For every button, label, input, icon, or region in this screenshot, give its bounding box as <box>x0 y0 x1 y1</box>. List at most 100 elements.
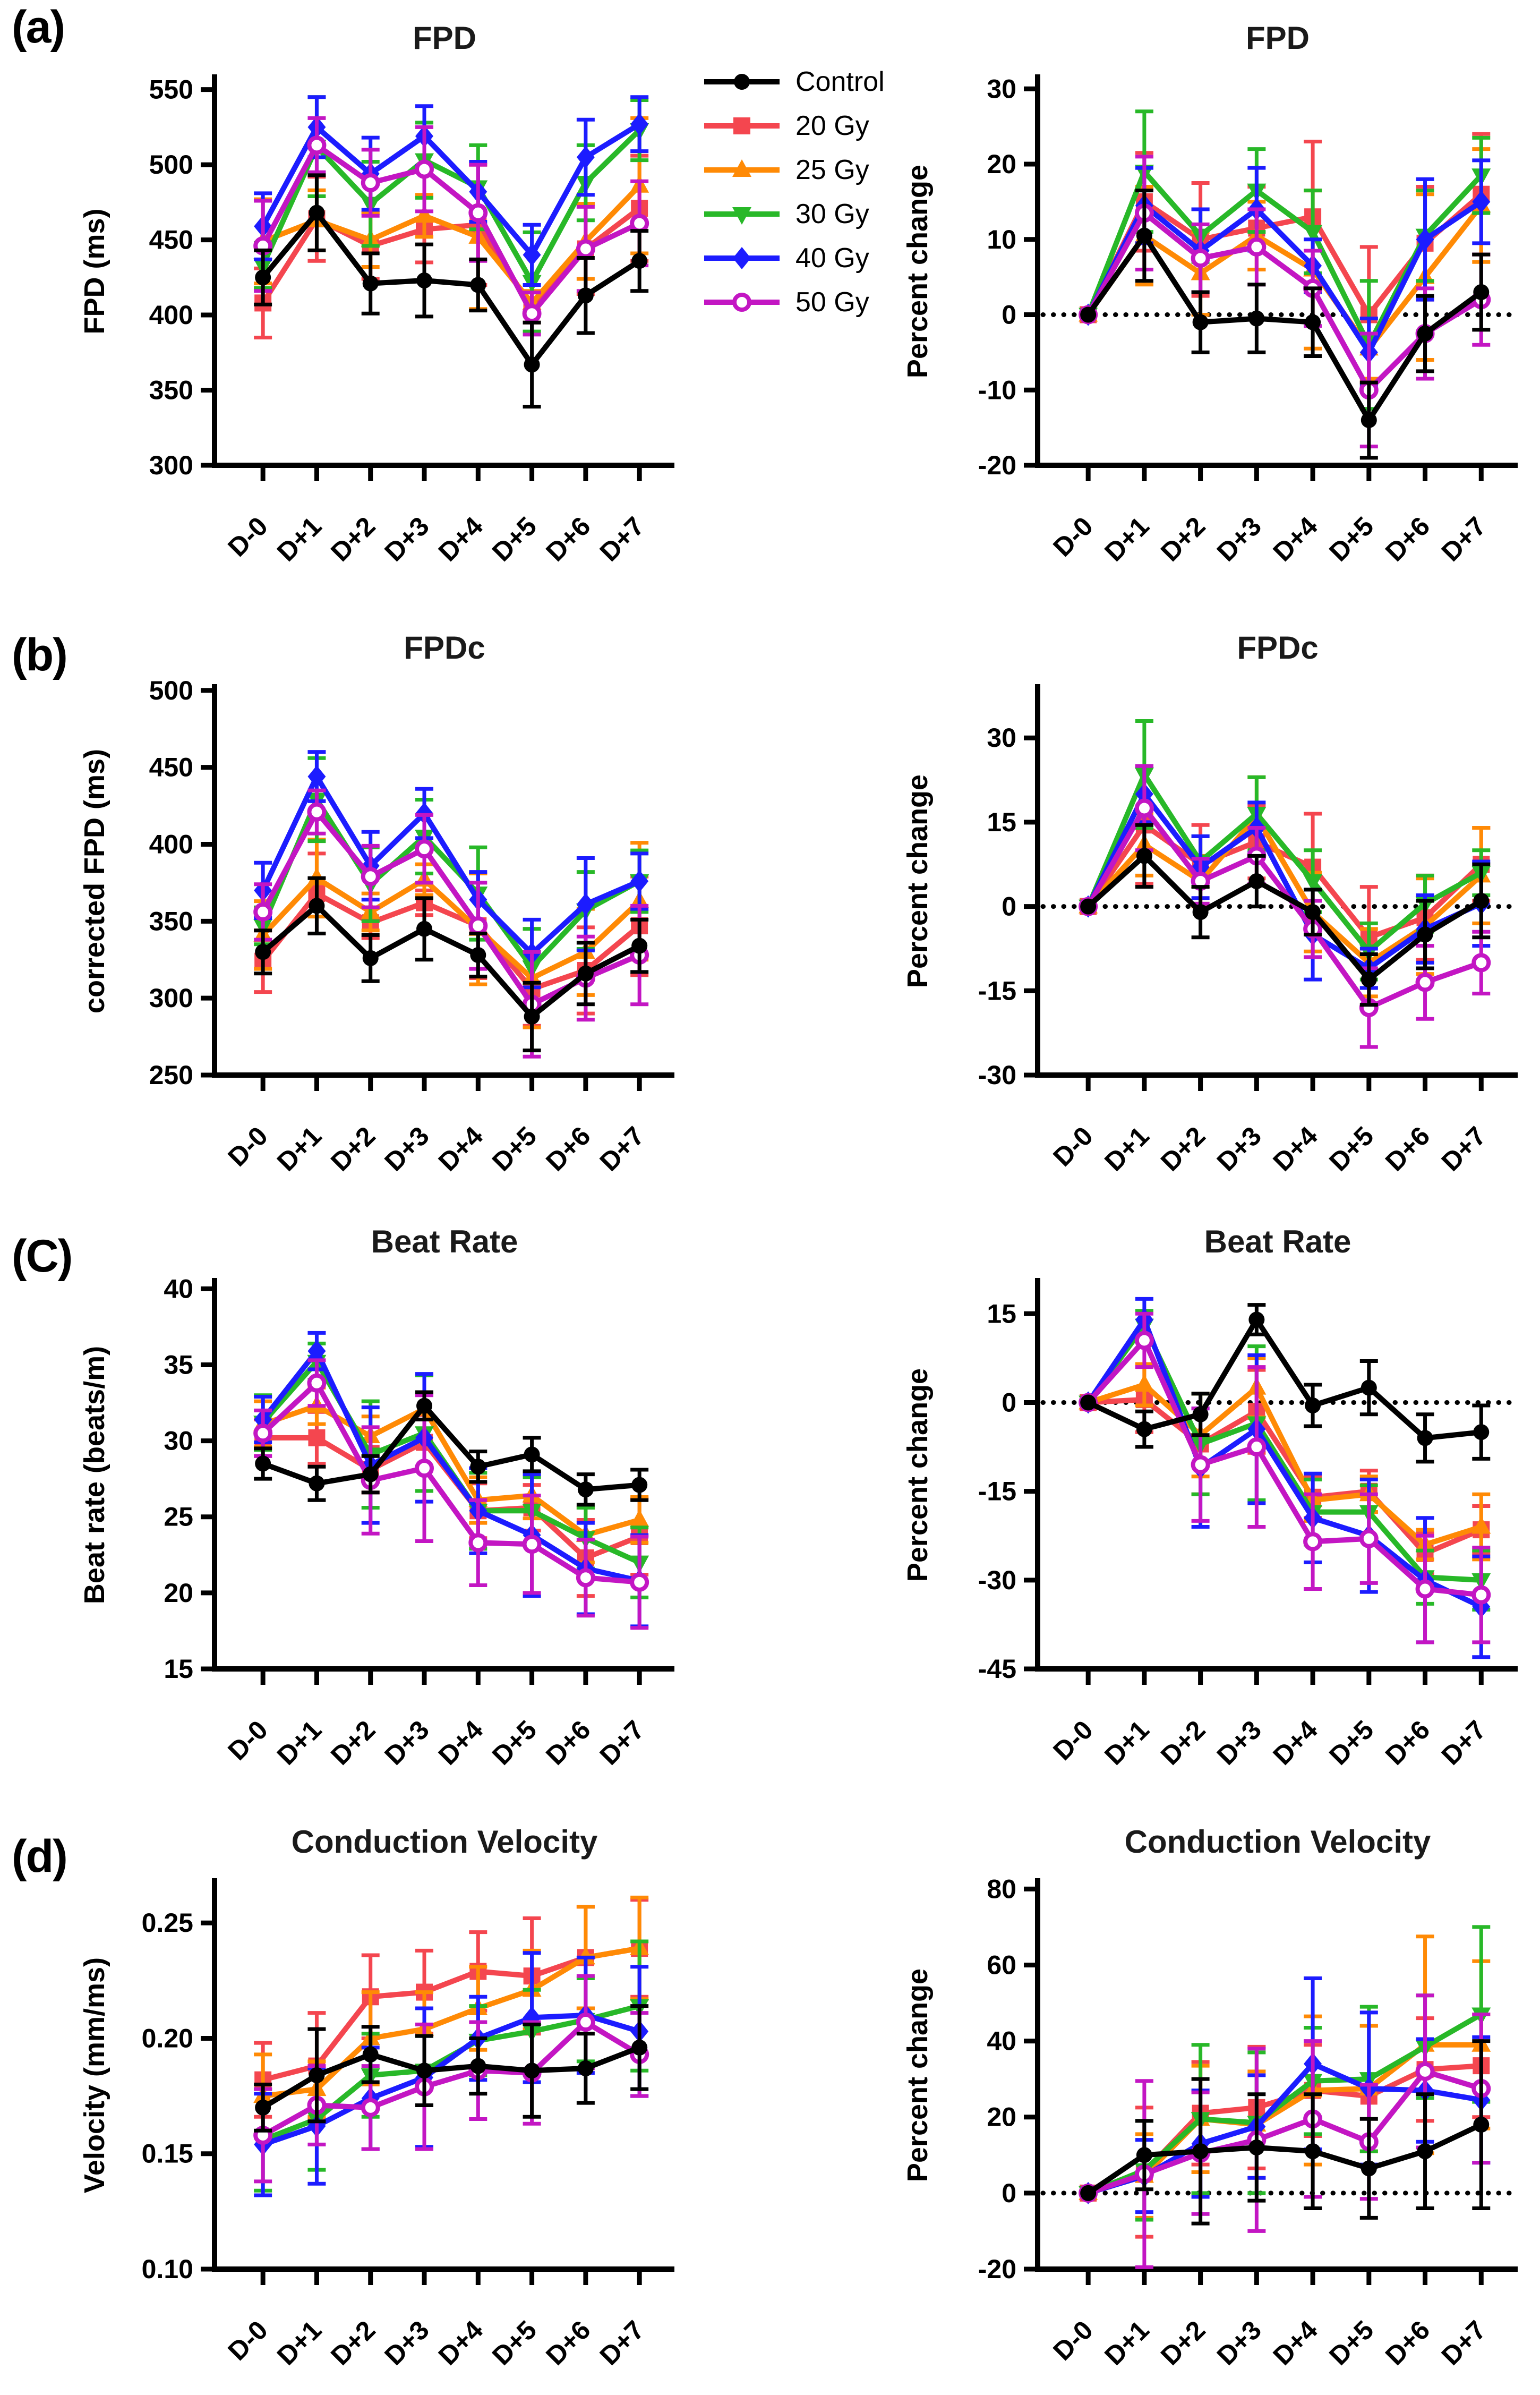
svg-text:D+7: D+7 <box>1436 1121 1492 1177</box>
chart-fpd-percent-change: 30 20 10 0 -10 -20 D-0 D+1 D+2 D+3 D+4 D+5 D+6 D+7 FPD… <box>893 7 1540 589</box>
30-gy-marker-icon <box>702 202 782 226</box>
svg-text:D+4: D+4 <box>1267 511 1323 567</box>
line-chart-svg: 15 0 -15 -30 -45 D-0 D+1 D+2 D+3 D+4 D+5 D+6 D+7 Beat… <box>902 1224 1520 1771</box>
svg-text:450: 450 <box>149 225 193 255</box>
chart-fpdc-percent-change: 30 15 0 -15 -30 D-0 D+1 D+2 D+3 D+4 D+5 D+6 D+7 FPDc P… <box>893 617 1540 1198</box>
25-gy-marker-icon <box>702 158 782 182</box>
svg-text:D+3: D+3 <box>379 1715 434 1770</box>
chart-beat-rate-absolute: 40 35 30 25 20 15 D-0 D+1 D+2 D+3 D+4 D+5 D+6 D+7 Beat… <box>70 1211 697 1792</box>
chart-beat-rate-percent-change: 15 0 -15 -30 -45 D-0 D+1 D+2 D+3 D+4 D+5 D+6 D+7 Beat… <box>893 1211 1540 1792</box>
svg-text:D+7: D+7 <box>594 1715 649 1770</box>
svg-text:350: 350 <box>149 906 193 936</box>
svg-text:60: 60 <box>987 1950 1016 1980</box>
svg-text:Conduction Velocity: Conduction Velocity <box>292 1824 598 1860</box>
svg-text:D+5: D+5 <box>1323 1121 1379 1177</box>
svg-text:corrected FPD (ms): corrected FPD (ms) <box>79 749 110 1013</box>
svg-text:D+4: D+4 <box>433 1715 489 1771</box>
svg-text:D+6: D+6 <box>1380 511 1435 567</box>
panel-b: (b) 500 450 400 350 300 250 D-0 D+1 D+2 D+3 D+4 D+5… <box>0 594 1540 1188</box>
svg-text:D+2: D+2 <box>1155 1715 1211 1770</box>
svg-text:15: 15 <box>987 1299 1016 1328</box>
svg-text:35: 35 <box>164 1350 193 1379</box>
svg-text:80: 80 <box>987 1874 1016 1904</box>
legend-item: 30 Gy <box>702 199 885 229</box>
line-chart-svg: 550 500 450 400 350 300 D-0D+1D+2D+3D+4D+5D+6D… <box>79 20 674 567</box>
svg-text:D+1: D+1 <box>271 1121 327 1177</box>
svg-text:D-0: D-0 <box>222 2315 273 2366</box>
legend-item: 20 Gy <box>702 110 885 141</box>
svg-text:D+2: D+2 <box>1155 2315 1211 2371</box>
svg-text:D+2: D+2 <box>325 1715 381 1770</box>
svg-text:D+1: D+1 <box>271 2315 327 2371</box>
svg-text:-30: -30 <box>978 1565 1016 1595</box>
svg-text:Percent change: Percent change <box>902 1368 934 1582</box>
svg-text:D+1: D+1 <box>1099 2315 1154 2371</box>
svg-text:D-0: D-0 <box>222 1121 273 1172</box>
line-chart-svg: 500 450 400 350 300 250 D-0D+1D+2D+3D+4D+5D+6D… <box>79 630 674 1177</box>
svg-text:D+5: D+5 <box>1323 1715 1379 1770</box>
svg-text:10: 10 <box>987 225 1016 254</box>
svg-text:D+7: D+7 <box>1436 2315 1492 2371</box>
svg-text:D+6: D+6 <box>540 511 596 567</box>
svg-text:Percent change: Percent change <box>902 1968 934 2182</box>
svg-text:300: 300 <box>149 983 193 1013</box>
svg-text:450: 450 <box>149 753 193 782</box>
svg-text:D+3: D+3 <box>1211 1715 1267 1770</box>
svg-text:15: 15 <box>164 1654 193 1684</box>
svg-text:30: 30 <box>164 1426 193 1456</box>
line-chart-svg: 30 15 0 -15 -30 D-0 D+1 D+2 D+3 D+4 D+5 D+6 D+7 FPDc P… <box>902 630 1520 1177</box>
line-chart-svg: 30 20 10 0 -10 -20 D-0 D+1 D+2 D+3 D+4 D+5 D+6 D+7 FPD… <box>902 20 1520 567</box>
chart-fpd-absolute: 550 500 450 400 350 300 D-0 D+1 D+2 D+3 D+4 D+5 D+6 D… <box>70 7 697 589</box>
svg-text:FPD (ms): FPD (ms) <box>79 208 110 334</box>
panel-c-label: (C) <box>12 1231 73 1282</box>
line-chart-svg: 40 35 30 25 20 15 D-0D+1D+2D+3D+4D+5D+6D+7 Beat… <box>79 1224 674 1771</box>
svg-text:Conduction Velocity: Conduction Velocity <box>1125 1824 1431 1860</box>
svg-text:400: 400 <box>149 300 193 330</box>
svg-text:D+7: D+7 <box>594 511 649 567</box>
svg-text:D+1: D+1 <box>1099 1715 1154 1770</box>
svg-text:D+5: D+5 <box>486 1715 542 1770</box>
legend-item: 40 Gy <box>702 243 885 274</box>
legend: Control 20 Gy 25 Gy 30 Gy 40 Gy 50 Gy <box>702 66 885 318</box>
svg-text:15: 15 <box>987 807 1016 837</box>
svg-text:0.25: 0.25 <box>142 1908 193 1938</box>
svg-text:D+2: D+2 <box>325 1121 381 1177</box>
svg-text:FPDc: FPDc <box>404 630 485 666</box>
svg-text:D+7: D+7 <box>594 1121 649 1177</box>
panel-d-label: (d) <box>12 1831 68 1882</box>
svg-text:D+2: D+2 <box>325 2315 381 2371</box>
svg-text:D+1: D+1 <box>271 511 327 567</box>
svg-text:D+6: D+6 <box>1380 1121 1435 1177</box>
svg-text:D+6: D+6 <box>540 1121 596 1177</box>
svg-text:-45: -45 <box>978 1654 1016 1684</box>
svg-text:Velocity (mm/ms): Velocity (mm/ms) <box>79 1957 110 2193</box>
svg-text:-20: -20 <box>978 2254 1016 2284</box>
svg-text:300: 300 <box>149 450 193 480</box>
svg-text:D-0: D-0 <box>222 1715 273 1766</box>
svg-text:D-0: D-0 <box>1047 2315 1099 2366</box>
svg-text:D+1: D+1 <box>271 1715 327 1770</box>
svg-text:D+1: D+1 <box>1099 511 1154 567</box>
legend-item: 50 Gy <box>702 287 885 318</box>
legend-label: 25 Gy <box>795 155 869 185</box>
svg-text:25: 25 <box>164 1502 193 1532</box>
svg-text:D+3: D+3 <box>1211 2315 1267 2371</box>
svg-text:D+2: D+2 <box>1155 1121 1211 1177</box>
svg-text:D+5: D+5 <box>486 1121 542 1177</box>
svg-text:20: 20 <box>987 149 1016 179</box>
svg-text:30: 30 <box>987 723 1016 753</box>
svg-text:D-0: D-0 <box>1047 1121 1099 1172</box>
svg-text:0.10: 0.10 <box>142 2254 193 2284</box>
svg-text:Beat Rate: Beat Rate <box>371 1224 518 1259</box>
svg-text:0: 0 <box>1002 892 1016 922</box>
svg-text:-15: -15 <box>978 1477 1016 1506</box>
panel-a-label: (a) <box>12 2 65 53</box>
panel-a: (a) 550 500 450 400 350 300 D-0 D+1 D+2 D+3 D+4 D+5… <box>0 0 1540 594</box>
20-gy-marker-icon <box>702 114 782 138</box>
svg-text:D+4: D+4 <box>433 511 489 567</box>
svg-text:D+3: D+3 <box>379 2315 434 2371</box>
svg-text:D+4: D+4 <box>1267 1715 1323 1771</box>
svg-text:D+6: D+6 <box>540 2315 596 2371</box>
svg-text:FPD: FPD <box>413 20 476 56</box>
svg-text:D+3: D+3 <box>1211 511 1267 567</box>
